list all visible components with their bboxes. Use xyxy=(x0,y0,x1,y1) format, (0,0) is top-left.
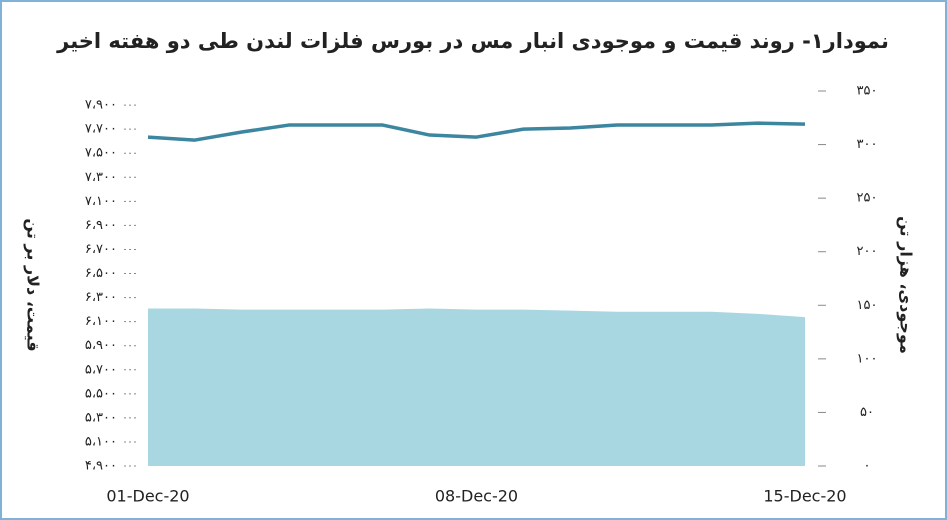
y-tick-label: ۶،۷۰۰ xyxy=(85,242,117,257)
y2-tick-label: ۰ xyxy=(864,459,871,474)
y2-tick-label: ۲۰۰ xyxy=(857,244,878,259)
y2-tick-label: ۳۵۰ xyxy=(857,84,878,99)
chart-title: نمودار۱- روند قیمت و موجودی انبار مس در … xyxy=(56,29,889,53)
y-tick-label: ۵،۵۰۰ xyxy=(85,386,117,401)
y-tick-label: ۷،۱۰۰ xyxy=(85,194,117,209)
y2-tick-label: ۵۰ xyxy=(860,405,874,420)
x-tick-label: 15-Dec-20 xyxy=(763,487,846,506)
x-tick-label: 01-Dec-20 xyxy=(106,487,189,506)
y-tick-label: ۷،۷۰۰ xyxy=(85,122,117,137)
y-tick-label: ۵،۷۰۰ xyxy=(85,362,117,377)
y-tick-label: ۷،۵۰۰ xyxy=(85,146,117,161)
stock-area xyxy=(148,308,805,466)
y-tick-label: ۷،۹۰۰ xyxy=(85,98,117,113)
y2-tick-label: ۲۵۰ xyxy=(857,191,878,206)
y2-axis-label: موجودی، هزار تن xyxy=(897,216,916,354)
y-tick-label: ۷،۳۰۰ xyxy=(85,170,117,185)
y-tick-label: ۶،۱۰۰ xyxy=(85,314,117,329)
y2-tick-label: ۳۰۰ xyxy=(857,137,878,152)
y-tick-label: ۵،۹۰۰ xyxy=(85,338,117,353)
y-tick-label: ۵،۳۰۰ xyxy=(85,410,117,425)
y2-tick-label: ۱۵۰ xyxy=(857,298,878,313)
y-axis-label: قیمت، دلار بر تن xyxy=(24,218,43,351)
price-line xyxy=(147,121,806,142)
y-tick-label: ۵،۱۰۰ xyxy=(85,434,117,449)
y2-tick-label: ۱۰۰ xyxy=(857,351,878,366)
y-tick-label: ۶،۵۰۰ xyxy=(85,266,117,281)
y-tick-label: ۴،۹۰۰ xyxy=(85,459,117,474)
x-tick-label: 08-Dec-20 xyxy=(435,487,518,506)
y-tick-label: ۶،۹۰۰ xyxy=(85,218,117,233)
y-tick-label: ۶،۳۰۰ xyxy=(85,290,117,305)
